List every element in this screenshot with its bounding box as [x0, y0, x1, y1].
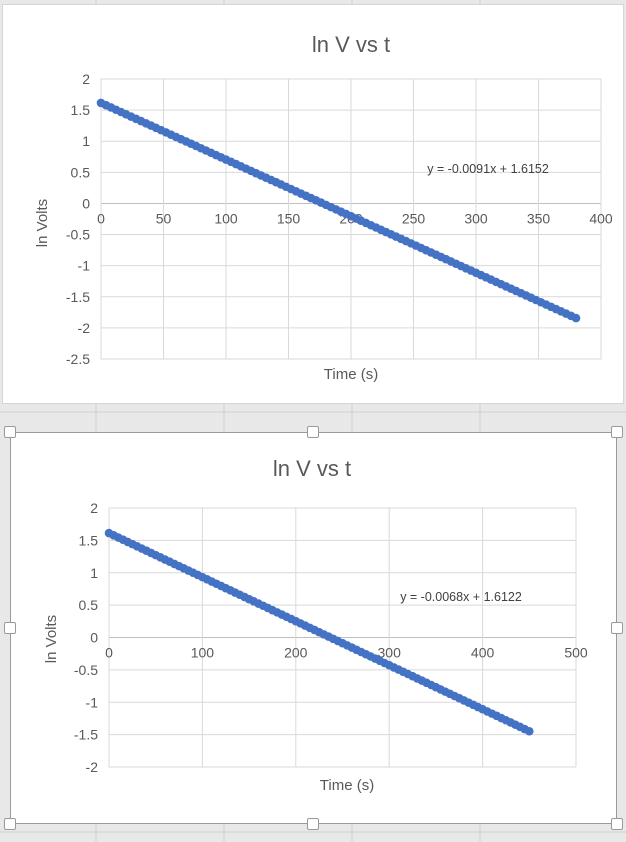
chart-ln-v-vs-t-2[interactable]: ln V vs t 2 1.5 1 0.5 0 -0.5 -1 -1.5 -2 0 100 200 3… — [10, 432, 617, 824]
chart-2-y-tick-label: 2 — [90, 500, 98, 516]
chart-2-x-tick-label: 500 — [564, 645, 588, 661]
chart-2-gridlines — [108, 507, 577, 768]
chart-2-x-tick-label: 300 — [378, 645, 402, 661]
chart-1-x-tick-label: 150 — [277, 210, 301, 226]
chart-2-x-axis-label: Time (s) — [320, 777, 374, 794]
chart-2-y-tick-label: -1.5 — [74, 727, 98, 743]
chart-2-points — [104, 528, 534, 736]
chart-1-y-tick-label: -0.5 — [66, 227, 90, 243]
chart-2-y-tick-label: 0 — [90, 630, 98, 646]
chart-2-y-tick-label: -2 — [86, 759, 99, 775]
chart-1-y-ticks: 2 1.5 1 0.5 0 -0.5 -1 -1.5 -2 -2.5 — [66, 71, 90, 367]
chart-1-y-tick-label: 0.5 — [71, 164, 91, 180]
chart-2-y-axis-label: ln Volts — [43, 615, 60, 663]
resize-handle-middle-left[interactable] — [4, 622, 16, 634]
chart-1-x-tick-label: 350 — [527, 210, 551, 226]
chart-1-y-axis-label: ln Volts — [34, 199, 51, 247]
chart-2-data-point — [525, 726, 534, 736]
chart-1-gridlines — [100, 78, 602, 360]
chart-ln-v-vs-t-1[interactable]: ln V vs t 2 1.5 1 0.5 0 -0.5 -1 -1.5 -2 -2.5 0 50 1… — [2, 4, 624, 404]
chart-1-trendline-label: y = -0.0091x + 1.6152 — [427, 162, 549, 176]
resize-handle-middle-right[interactable] — [611, 622, 623, 634]
chart-1-x-tick-label: 0 — [97, 210, 105, 226]
chart-1-y-tick-label: 1.5 — [71, 102, 91, 118]
chart-1-y-tick-label: 2 — [82, 71, 90, 87]
chart-1-y-tick-label: -2.5 — [66, 351, 90, 367]
chart-2-y-tick-label: 1.5 — [79, 532, 99, 548]
chart-2-x-tick-label: 400 — [471, 645, 495, 661]
chart-1-y-tick-label: 1 — [82, 133, 90, 149]
chart-1-y-tick-label: -2 — [78, 320, 91, 336]
chart-2-x-tick-label: 0 — [105, 645, 113, 661]
chart-1-x-tick-label: 250 — [402, 210, 426, 226]
resize-handle-top-right[interactable] — [611, 426, 623, 438]
chart-1-svg: ln V vs t 2 1.5 1 0.5 0 -0.5 -1 -1.5 -2 -2.5 0 50 1… — [34, 32, 613, 383]
chart-1-x-tick-label: 300 — [464, 210, 488, 226]
resize-handle-bottom-right[interactable] — [611, 818, 623, 830]
chart-1-points — [96, 98, 581, 323]
chart-1-x-tick-label: 50 — [156, 210, 172, 226]
chart-1-x-axis-label: Time (s) — [324, 366, 378, 383]
chart-1-data-point — [571, 313, 581, 323]
chart-2-x-tick-label: 100 — [191, 645, 215, 661]
chart-2-y-tick-label: 1 — [90, 565, 98, 581]
chart-2-y-tick-label: 0.5 — [79, 597, 99, 613]
resize-handle-bottom-center[interactable] — [307, 818, 319, 830]
chart-1-x-tick-label: 400 — [589, 210, 613, 226]
chart-2-y-tick-label: -1 — [86, 694, 99, 710]
chart-2-trendline-label: y = -0.0068x + 1.6122 — [400, 590, 522, 604]
chart-2-title: ln V vs t — [273, 456, 351, 481]
resize-handle-bottom-left[interactable] — [4, 818, 16, 830]
chart-2-x-ticks: 0 100 200 300 400 500 — [105, 645, 588, 661]
chart-2-y-tick-label: -0.5 — [74, 662, 98, 678]
chart-1-y-tick-label: -1.5 — [66, 289, 90, 305]
chart-1-y-tick-label: 0 — [82, 195, 90, 211]
chart-1-title: ln V vs t — [312, 32, 390, 57]
resize-handle-top-center[interactable] — [307, 426, 319, 438]
chart-2-svg: ln V vs t 2 1.5 1 0.5 0 -0.5 -1 -1.5 -2 0 100 200 3… — [43, 456, 588, 794]
resize-handle-top-left[interactable] — [4, 426, 16, 438]
chart-1-x-tick-label: 100 — [214, 210, 238, 226]
chart-2-x-tick-label: 200 — [284, 645, 308, 661]
chart-2-y-ticks: 2 1.5 1 0.5 0 -0.5 -1 -1.5 -2 — [74, 500, 98, 775]
chart-1-y-tick-label: -1 — [78, 258, 91, 274]
